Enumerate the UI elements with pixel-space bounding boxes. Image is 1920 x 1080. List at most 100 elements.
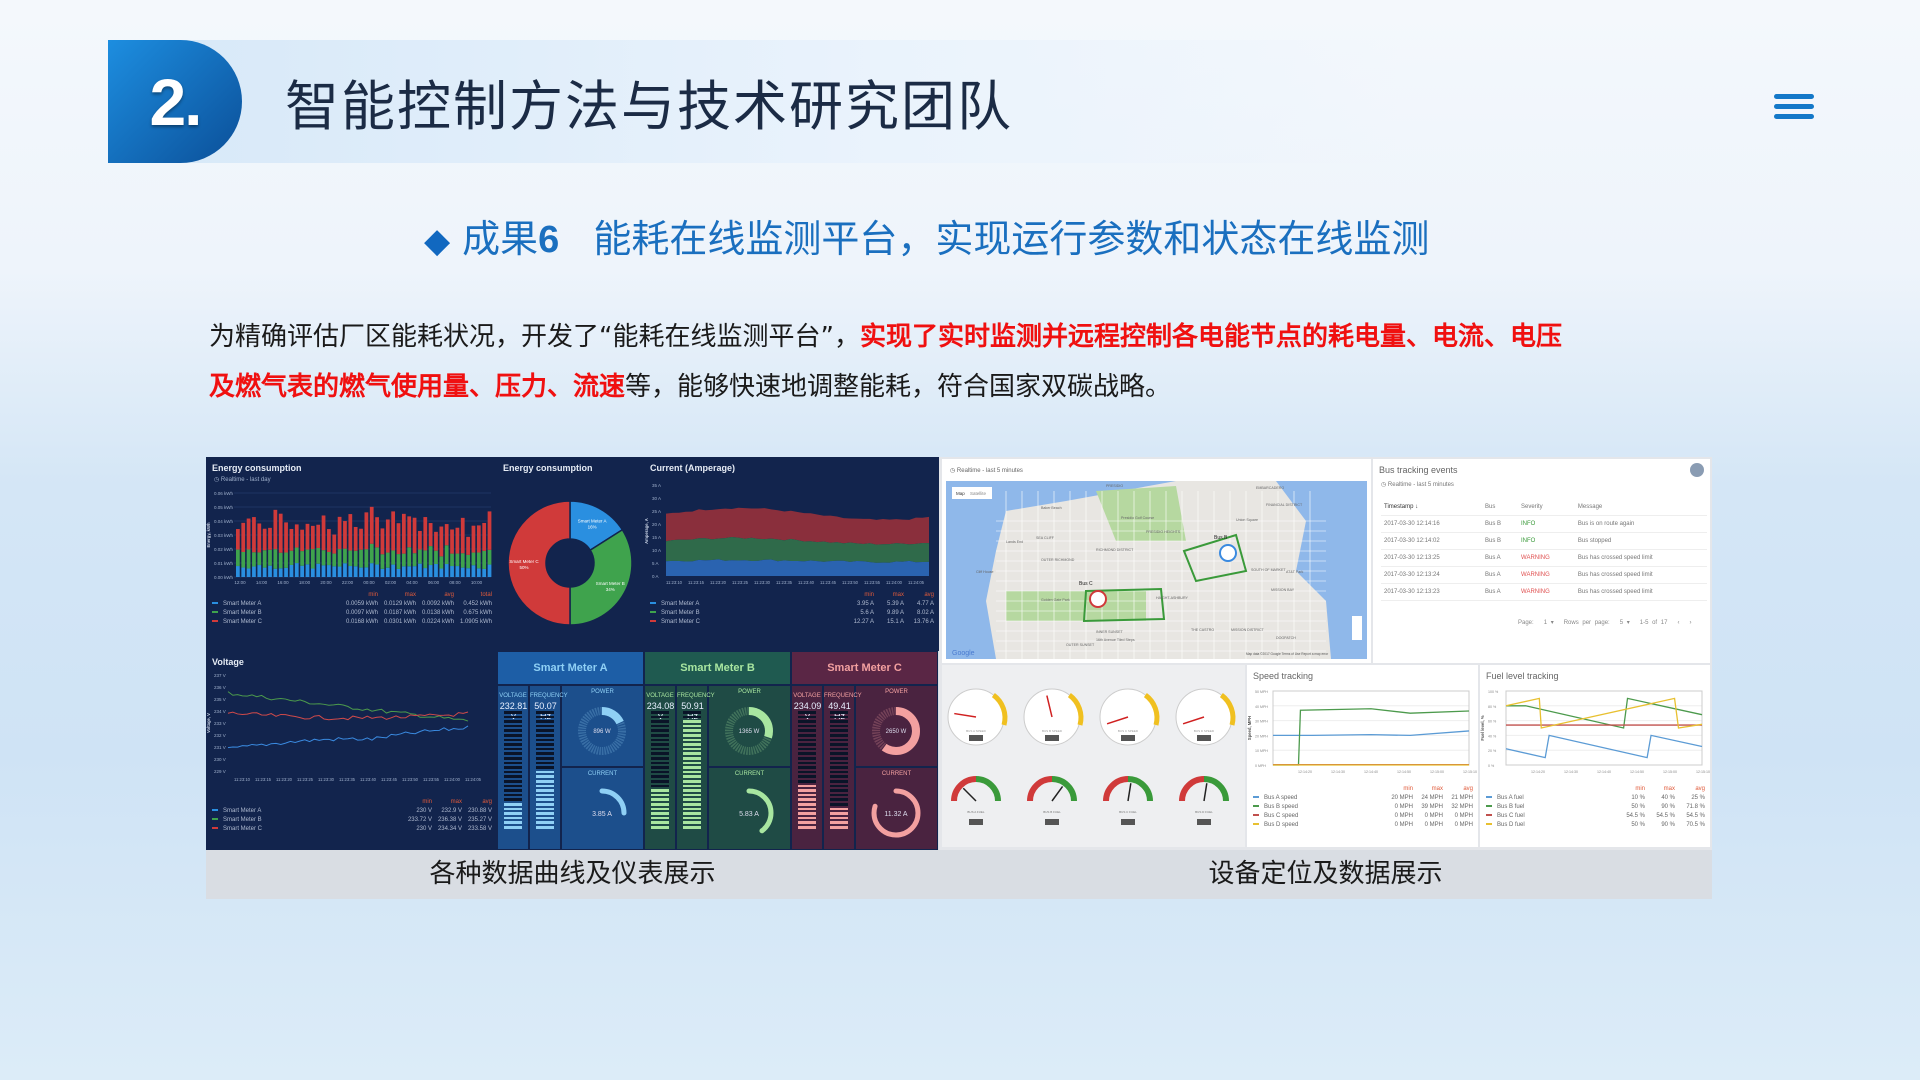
subtitle-number: 6 — [538, 219, 560, 261]
dashboard-screenshots: Energy consumption ◷ Realtime - last day… — [206, 457, 1712, 899]
table-row[interactable]: 2017-03-30 12:13:24 Bus A WARNING Bus has c… — [1381, 566, 1707, 584]
level-bar-segment — [651, 766, 669, 769]
series-name: Bus D fuel — [1497, 822, 1525, 828]
level-bar-segment — [830, 812, 848, 815]
level-bar-segment — [504, 711, 522, 714]
bar-segment — [385, 519, 390, 553]
stat-value: 5.6 A — [860, 610, 874, 616]
level-bar-segment — [651, 826, 669, 829]
bar-segment — [385, 567, 390, 577]
tick-label: 11:23:50 — [402, 777, 419, 782]
cell: Bus has crossed speed limit — [1574, 549, 1707, 567]
tick-label: 0.06 kWh — [214, 491, 234, 496]
cell: INFO — [1518, 515, 1575, 533]
level-bar-segment — [536, 711, 554, 714]
cell: 2017-03-30 12:14:02 — [1381, 532, 1482, 550]
slice-pct: 16% — [588, 525, 597, 530]
stat-value: 21 MPH — [1451, 795, 1473, 801]
current-area-chart: Amperage, A 35 A 30 A 25 A 20 A 15 A 10 A 5 A 0 … — [644, 483, 929, 585]
tick-label: 100 % — [1488, 690, 1499, 694]
level-bar-segment — [798, 734, 816, 737]
col-header: avg — [444, 592, 454, 598]
legend-row: Smart Meter B 233.72 V 236.38 V 235.27 V — [212, 816, 492, 825]
map-place-label: SOUTH OF MARKET — [1251, 568, 1286, 572]
bus-b-label: Bus B — [1214, 535, 1228, 541]
map-place-label: SEA CLIFF — [1036, 536, 1055, 540]
tick-label: 11:23:50 — [842, 580, 859, 585]
bar-segment — [471, 525, 476, 553]
tick-label: 11:24:00 — [886, 580, 903, 585]
pager-prev[interactable]: ‹ — [1677, 620, 1680, 626]
level-bar-segment — [830, 807, 848, 811]
legend-row: Smart Meter C 12.27 A 15.1 A 13.76 A — [650, 618, 934, 627]
stat-value: 0 MPH — [1424, 822, 1443, 828]
tick-label: 237 V — [214, 673, 226, 678]
bar-segment — [337, 516, 342, 550]
level-bar-segment — [683, 729, 701, 732]
gauge-label: BUS D SPEED — [1194, 729, 1215, 733]
fuel-red-zone — [951, 776, 977, 802]
cell: 2017-03-30 12:13:23 — [1381, 583, 1482, 601]
bar-segment — [401, 553, 406, 567]
pie-slice — [569, 528, 633, 626]
level-bar-segment — [683, 789, 701, 792]
bar-segment — [455, 566, 460, 577]
stat-value: 8.02 A — [916, 610, 934, 616]
column-header[interactable]: Bus — [1481, 499, 1518, 516]
level-bar-segment — [504, 752, 522, 755]
col-header: avg — [1463, 786, 1473, 792]
level-bar-segment — [651, 720, 669, 723]
level-bar-segment — [651, 775, 669, 778]
table-row[interactable]: 2017-03-30 12:13:23 Bus A WARNING Bus has c… — [1381, 583, 1707, 601]
level-bar-segment — [798, 711, 816, 714]
table-row[interactable]: 2017-03-30 12:14:02 Bus B INFO Bus stopped — [1381, 532, 1707, 550]
level-bar-segment — [798, 729, 816, 732]
column-header[interactable]: Message — [1574, 499, 1707, 516]
series-name: Smart Meter C — [223, 619, 263, 625]
map-place-label: Golden Gate Park — [1041, 598, 1070, 602]
level-bar-segment — [651, 816, 669, 820]
more-button[interactable] — [1690, 463, 1704, 477]
tick-label: 11:23:15 — [688, 580, 705, 585]
pager-rows_val[interactable]: 5 ▾ — [1619, 620, 1630, 626]
legend-row: Bus D fuel 50 % 90 % 70.5 % — [1486, 821, 1705, 830]
level-bar-segment — [504, 784, 522, 788]
legend-swatch — [1486, 823, 1492, 826]
caption-left: 各种数据曲线及仪表展示 — [429, 859, 716, 889]
table-row[interactable]: 2017-03-30 12:14:16 Bus B INFO Bus is on ro… — [1381, 515, 1707, 533]
pager-page[interactable]: 1 ▾ — [1543, 620, 1554, 626]
stat-value: 0.0168 kWh — [345, 619, 378, 625]
bar-segment — [407, 516, 412, 548]
column-header[interactable]: Severity — [1518, 499, 1575, 516]
level-bar-segment — [798, 798, 816, 801]
menu-icon[interactable] — [1774, 94, 1814, 120]
table-row[interactable]: 2017-03-30 12:13:25 Bus A WARNING Bus has c… — [1381, 549, 1707, 567]
level-bar-segment — [798, 812, 816, 815]
legend-row: Smart Meter C 0.0168 kWh 0.0301 kWh 0.0224 … — [212, 618, 492, 627]
stat-value: 54.5 % — [1626, 813, 1645, 819]
level-bar-segment — [536, 729, 554, 732]
stat-value: 15.1 A — [886, 619, 904, 625]
level-bar-segment — [536, 770, 554, 774]
column-header[interactable]: Timestamp ↓ — [1381, 499, 1482, 516]
legend-row: Bus D speed 0 MPH 0 MPH 0 MPH — [1253, 821, 1473, 830]
map-place-label: Lands End — [1006, 540, 1023, 544]
y-axis-label: Speed, MPH — [1247, 716, 1252, 740]
level-bar-segment — [798, 752, 816, 755]
tick-label: 11:23:45 — [820, 580, 837, 585]
y-axis-label: Energy, kWh — [206, 522, 211, 547]
power-label: POWER — [738, 689, 761, 695]
bar-segment — [428, 523, 433, 547]
bar-segment — [327, 551, 331, 566]
pager-next[interactable]: › — [1689, 620, 1692, 626]
series-name: Smart Meter A — [661, 601, 700, 607]
legend-swatch — [212, 827, 218, 830]
level-bar-segment — [830, 770, 848, 774]
tick-label: 235 V — [214, 697, 226, 702]
bar-segment — [380, 568, 385, 577]
satellite-tab: Satellite — [970, 491, 987, 496]
tick-label: 16:00 — [277, 580, 289, 585]
city-map[interactable]: Bus C Bus B PRESIDIO Baker Beach Presidio Go… — [946, 481, 1367, 659]
gauge-readout — [1045, 735, 1059, 741]
stat-value: 1.0905 kWh — [459, 619, 492, 625]
